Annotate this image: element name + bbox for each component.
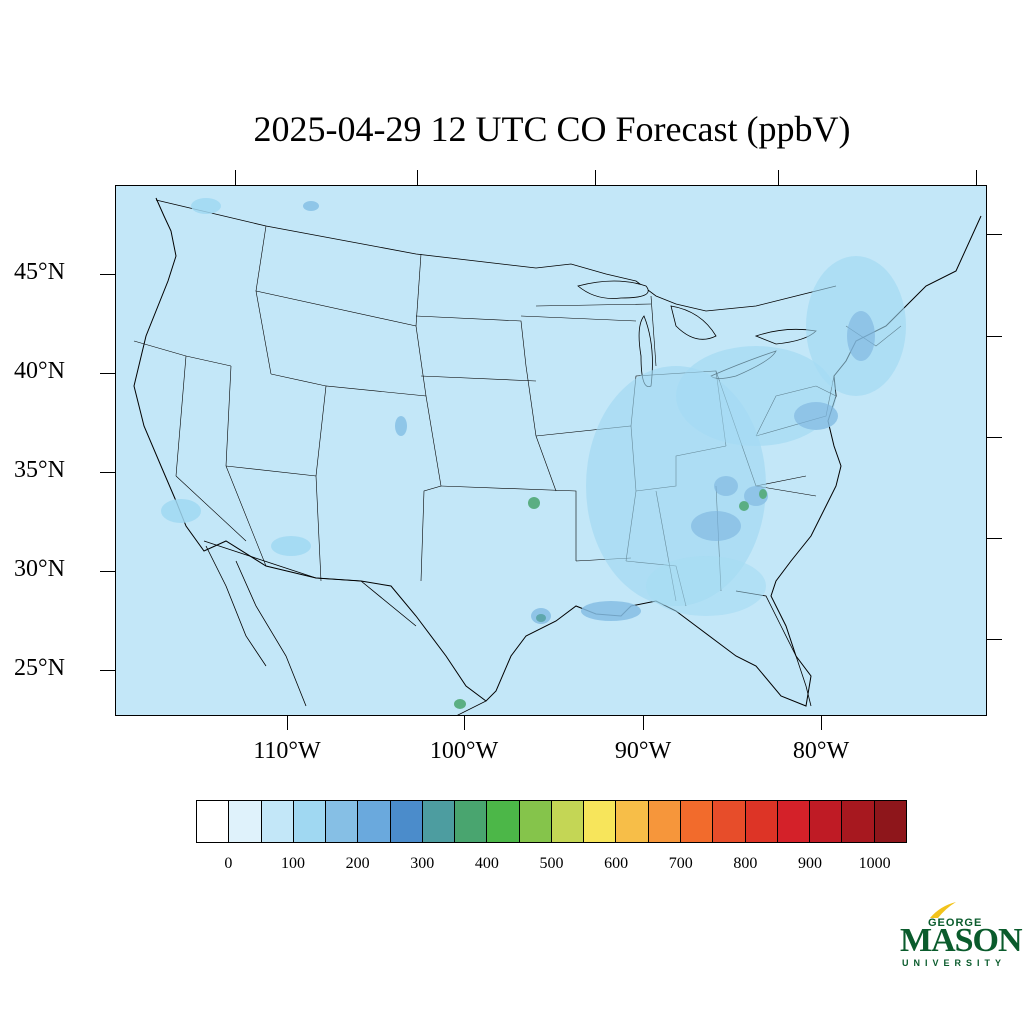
tick-bottom	[821, 716, 822, 730]
colorbar-cell	[519, 801, 552, 842]
longitude-label: 100°W	[429, 738, 499, 764]
tick-top	[976, 170, 977, 185]
tick-left	[100, 472, 115, 473]
colorbar-cell	[551, 801, 585, 842]
colorbar-tick-label: 0	[224, 855, 233, 872]
latitude-label: 40°N	[14, 358, 65, 384]
colorbar-cell	[680, 801, 714, 842]
tick-left	[100, 670, 115, 671]
colorbar-cell	[487, 801, 520, 842]
logo-line2: MASON	[900, 922, 1023, 959]
colorbar-tick-label: 400	[474, 855, 499, 872]
colorbar-cell	[616, 801, 649, 842]
us-mexico-border	[203, 540, 417, 627]
tick-top	[778, 170, 779, 185]
colorbar-tick-label: 700	[668, 855, 693, 872]
colorbar-tick-label: 900	[798, 855, 823, 872]
colorbar-cell	[810, 801, 843, 842]
colorbar-cell	[390, 801, 423, 842]
tick-bottom	[464, 716, 465, 730]
logo-line3: UNIVERSITY	[902, 958, 1007, 968]
mexico-coastline	[205, 545, 487, 715]
longitude-label: 110°W	[253, 738, 321, 764]
tick-top	[595, 170, 596, 185]
colorbar-tick-label: 200	[345, 855, 370, 872]
colorbar-cell	[745, 801, 778, 842]
map-title: 2025-04-29 12 UTC CO Forecast (ppbV)	[253, 109, 851, 149]
colorbar-tick-label: 100	[280, 855, 305, 872]
latitude-label: 30°N	[14, 556, 65, 582]
colorbar	[196, 800, 907, 843]
latitude-label: 25°N	[14, 655, 65, 681]
gmu-logo: GEORGE MASON UNIVERSITY	[898, 900, 1023, 970]
colorbar-cell	[455, 801, 488, 842]
longitude-label: 80°W	[792, 738, 850, 764]
colorbar-cell	[874, 801, 906, 842]
colorbar-cell	[584, 801, 617, 842]
colorbar-cell	[229, 801, 262, 842]
co-concentration-fields	[161, 198, 906, 709]
colorbar-tick-label: 1000	[858, 855, 891, 872]
colorbar-cell	[261, 801, 294, 842]
tick-left	[100, 373, 115, 374]
colorbar-cell	[197, 801, 230, 842]
colorbar-cell	[842, 801, 875, 842]
tick-right	[987, 234, 1002, 235]
tick-right	[987, 336, 1002, 337]
tick-right	[987, 538, 1002, 539]
florida	[735, 590, 812, 707]
tick-right	[987, 639, 1002, 640]
tick-bottom	[287, 716, 288, 730]
colorbar-cell	[422, 801, 456, 842]
tick-right	[987, 437, 1002, 438]
colorbar-cell	[713, 801, 746, 842]
colorbar-cell	[358, 801, 391, 842]
colorbar-tick-label: 800	[733, 855, 758, 872]
latitude-label: 35°N	[14, 457, 65, 483]
tick-top	[417, 170, 418, 185]
map-canvas	[133, 197, 982, 715]
colorbar-tick-label: 500	[539, 855, 564, 872]
logo-line1: GEORGE	[928, 917, 983, 929]
tick-bottom	[643, 716, 644, 730]
colorbar-cell	[648, 801, 681, 842]
us-canada-border	[155, 199, 837, 312]
colorbar-cell	[777, 801, 811, 842]
colorbar-tick-label: 600	[604, 855, 629, 872]
colorbar-cell	[326, 801, 359, 842]
latitude-label: 45°N	[14, 259, 65, 285]
colorbar-cell	[293, 801, 327, 842]
tick-top	[235, 170, 236, 185]
logo-swoosh-icon	[930, 902, 956, 918]
forecast-map	[115, 185, 987, 716]
tick-left	[100, 274, 115, 275]
tick-left	[100, 571, 115, 572]
colorbar-tick-label: 300	[410, 855, 435, 872]
longitude-label: 90°W	[614, 738, 672, 764]
